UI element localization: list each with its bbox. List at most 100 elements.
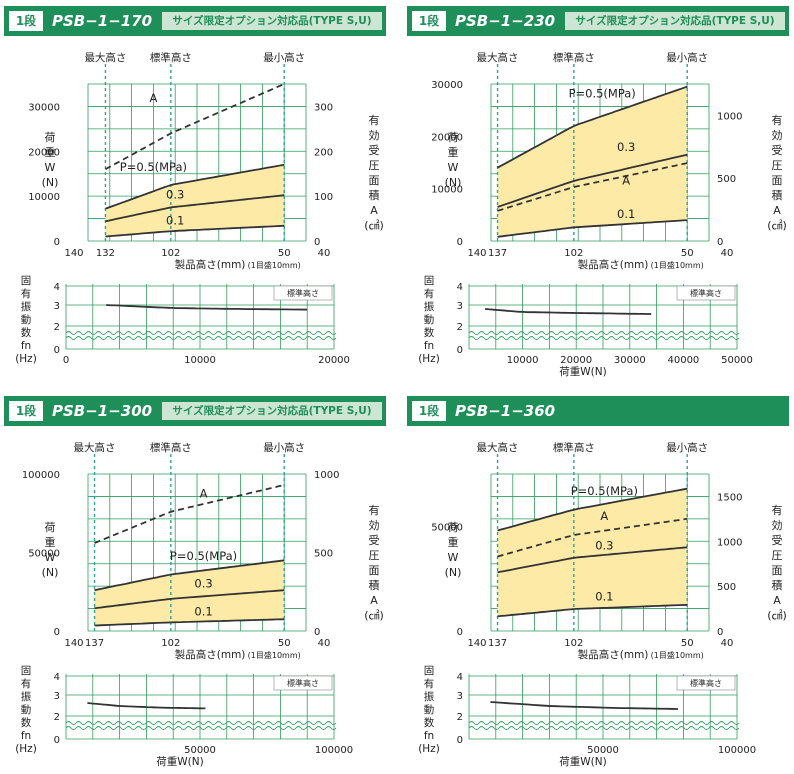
y-right-label: 受 [369, 534, 380, 547]
x-tick: 40 [318, 248, 331, 259]
series-line-2 [497, 603, 688, 618]
y-left-label: (N) [445, 176, 462, 189]
y-left-tick: 10000 [431, 185, 463, 196]
x-axis-note: (1目盛10mm) [248, 650, 301, 660]
load-range-fill [94, 560, 285, 626]
y-left-label: (N) [42, 566, 59, 579]
main-plot: 最大高さ 標準高さ 最小高さP=0.5(MPa)0.3A0.101000020000… [431, 51, 787, 271]
y-right-tick: 0 [717, 237, 723, 248]
step-badge: 1段 [9, 11, 43, 31]
series-label: A [200, 487, 208, 501]
chart-svg-300: 最大高さ 標準高さ 最小高さAP=0.5(MPa)0.30.105000010000… [15, 441, 384, 768]
freq-y-label: (Hz) [418, 353, 440, 365]
chart-panel-230: 1段 PSB−1−230 サイズ限定オプション対応品(TYPE S,U) 最大高… [407, 6, 789, 384]
axis-break-wave [468, 721, 740, 725]
freq-x-label: 荷重W(N) [559, 755, 606, 768]
y-right-label: 面 [369, 174, 380, 187]
y-left-label: 荷 [45, 131, 56, 144]
step-badge: 1段 [9, 401, 43, 421]
y-right-tick: 500 [717, 174, 736, 185]
freq-x-tick: 100000 [718, 745, 756, 756]
y-right-tick: 200 [314, 147, 333, 158]
freq-y-label: 有 [424, 677, 435, 690]
freq-y-tick: 4 [54, 672, 60, 683]
freq-y-label: 振 [21, 690, 32, 703]
series-label: 0.1 [166, 214, 184, 228]
y-left-tick: 0 [457, 237, 463, 248]
y-right-label: 受 [772, 534, 783, 547]
freq-y-tick: 3 [457, 691, 463, 702]
panel-header: 1段 PSB−1−360 [407, 396, 789, 426]
freq-curve [87, 702, 206, 710]
min-height-marker-label: 最小高さ [666, 51, 708, 64]
y-left-label: W [448, 161, 459, 174]
series-label: 0.1 [595, 590, 613, 604]
y-right-tick: 100 [314, 192, 333, 203]
axis-break-wave [65, 721, 337, 725]
y-right-label: 面 [369, 564, 380, 577]
load-range-fill [497, 86, 688, 237]
series-label: 0.3 [617, 140, 635, 154]
x-tick: 140 [64, 638, 83, 649]
x-tick: 137 [488, 638, 507, 649]
series-label: 0.1 [194, 605, 212, 619]
y-right-label: (㎠) [364, 219, 384, 232]
series-line-3 [497, 162, 688, 212]
series-line-2 [94, 618, 285, 627]
freq-y-label: 固 [21, 275, 32, 287]
x-tick: 137 [85, 638, 104, 649]
model-name: PSB−1−300 [52, 402, 153, 420]
series-line-2 [497, 219, 688, 238]
freq-y-label: 数 [424, 326, 435, 339]
freq-y-label: 有 [21, 287, 32, 300]
x-tick: 40 [721, 638, 734, 649]
freq-y-label: (Hz) [15, 353, 37, 365]
freq-y-label: fn [424, 340, 434, 352]
freq-x-tick: 40000 [667, 355, 699, 366]
freq-x-tick: 10000 [184, 355, 216, 366]
freq-curve [490, 701, 679, 710]
freq-y-tick: 2 [457, 712, 463, 723]
y-left-label: (N) [42, 176, 59, 189]
freq-x-label: 荷重W(N) [559, 365, 606, 378]
y-right-label: 積 [369, 188, 380, 202]
freq-y-tick: 0 [54, 345, 60, 356]
x-tick: 50 [681, 638, 694, 649]
chart-svg-230: 最大高さ 標準高さ 最小高さP=0.5(MPa)0.3A0.101000020000… [418, 51, 787, 378]
y-right-label: 有 [369, 113, 380, 127]
option-tag: サイズ限定オプション対応品(TYPE S,U) [162, 402, 382, 420]
model-name: PSB−1−360 [455, 402, 556, 420]
freq-y-label: 振 [424, 300, 435, 313]
freq-y-label: 有 [21, 677, 32, 690]
y-left-label: 重 [45, 535, 56, 549]
x-tick: 140 [467, 638, 486, 649]
freq-y-label: (Hz) [15, 743, 37, 755]
series-line-3 [94, 484, 285, 544]
x-tick: 50 [278, 248, 291, 259]
max-height-marker-label: 最大高さ [477, 441, 519, 454]
x-tick: 132 [96, 248, 115, 259]
y-right-tick: 1000 [314, 470, 339, 481]
freq-y-tick: 2 [457, 322, 463, 333]
y-right-label: 有 [369, 503, 380, 517]
min-height-marker-label: 最小高さ [263, 441, 305, 454]
chart-svg-360: 最大高さ 標準高さ 最小高さP=0.5(MPa)A0.30.105000005001… [418, 441, 787, 768]
min-height-marker-label: 最小高さ [263, 51, 305, 64]
freq-legend-label: 標準高さ [690, 678, 722, 688]
y-right-label: A [773, 594, 781, 607]
x-tick: 102 [564, 638, 583, 649]
series-line-1 [497, 153, 688, 208]
step-badge: 1段 [412, 11, 446, 31]
series-line-0 [105, 163, 285, 210]
freq-y-label: 固 [424, 275, 435, 287]
series-label: A [622, 173, 630, 187]
chart-panel-300: 1段 PSB−1−300 サイズ限定オプション対応品(TYPE S,U) 最大高… [4, 396, 386, 774]
freq-x-tick: 100000 [315, 745, 353, 756]
y-right-label: (㎠) [767, 219, 787, 232]
y-right-label: 面 [772, 174, 783, 187]
y-left-tick: 20000 [431, 132, 463, 143]
y-left-tick: 20000 [28, 147, 60, 158]
freq-y-tick: 2 [54, 712, 60, 723]
